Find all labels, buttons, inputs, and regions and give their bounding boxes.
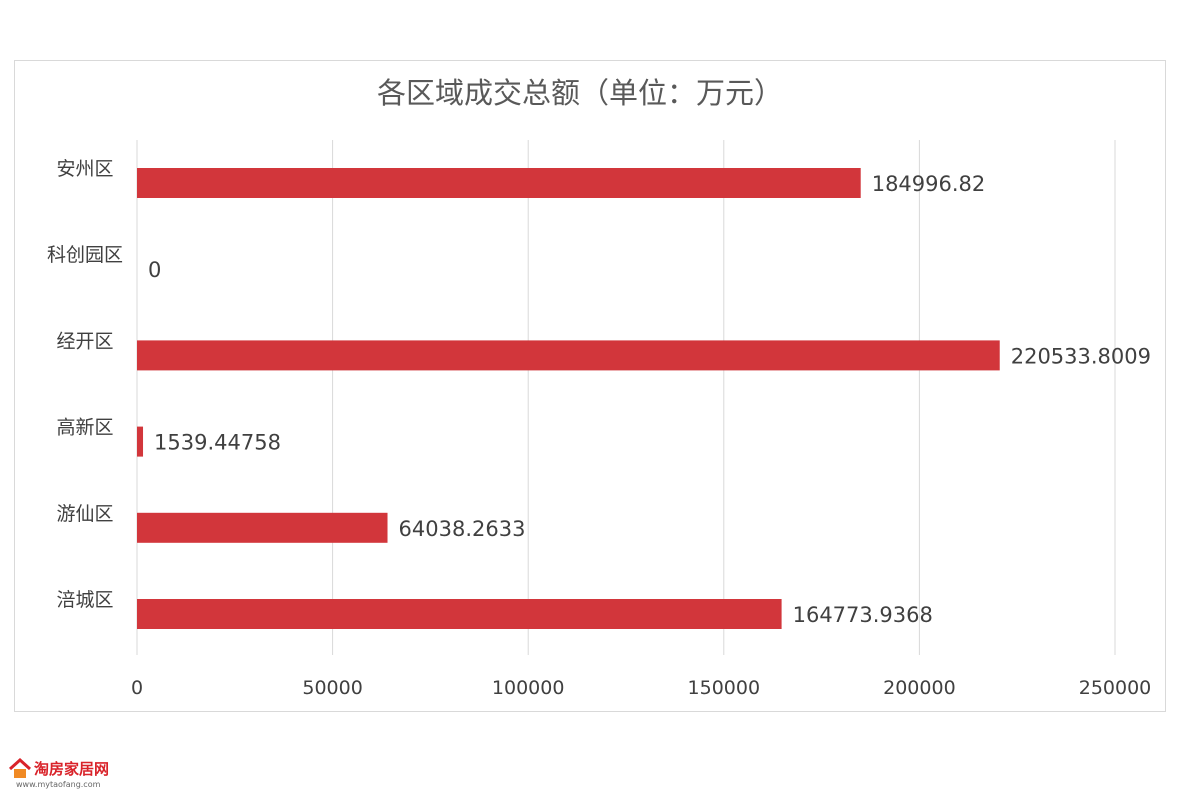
bar <box>137 599 782 629</box>
house-logo-icon <box>8 758 32 778</box>
x-tick-label: 150000 <box>688 677 761 699</box>
value-labels: 184996.82 0 220533.8009 1539.44758 64038.263… <box>148 172 1151 627</box>
x-tick-label: 250000 <box>1079 677 1152 699</box>
logo-url: www.mytaofang.com <box>16 780 101 789</box>
category-label: 涪城区 <box>56 589 113 611</box>
bars <box>137 168 1000 629</box>
bar <box>137 168 861 198</box>
data-label: 184996.82 <box>872 172 986 196</box>
x-tick-label: 50000 <box>302 677 362 699</box>
data-label: 0 <box>148 258 161 282</box>
chart-title: 各区域成交总额（单位：万元） <box>377 76 783 110</box>
category-label: 高新区 <box>56 417 113 439</box>
data-label: 64038.2633 <box>399 517 526 541</box>
x-tick-label: 200000 <box>883 677 956 699</box>
category-label: 经开区 <box>56 330 113 352</box>
x-tick-label: 100000 <box>492 677 565 699</box>
data-label: 164773.9368 <box>793 603 933 627</box>
category-label: 安州区 <box>56 158 113 180</box>
site-logo: 淘房家居网 www.mytaofang.com <box>8 758 138 794</box>
category-label: 游仙区 <box>56 503 113 525</box>
x-axis-tick-labels: 0 50000 100000 150000 200000 250000 <box>131 677 1151 699</box>
bar <box>137 426 144 457</box>
category-label: 科创园区 <box>47 244 123 266</box>
grid-lines <box>136 140 1116 655</box>
bar <box>137 512 388 543</box>
x-tick-label: 0 <box>131 677 143 699</box>
data-label: 1539.44758 <box>154 431 281 455</box>
logo-text: 淘房家居网 <box>34 760 110 778</box>
bar <box>137 340 1000 371</box>
data-label: 220533.8009 <box>1011 344 1151 368</box>
